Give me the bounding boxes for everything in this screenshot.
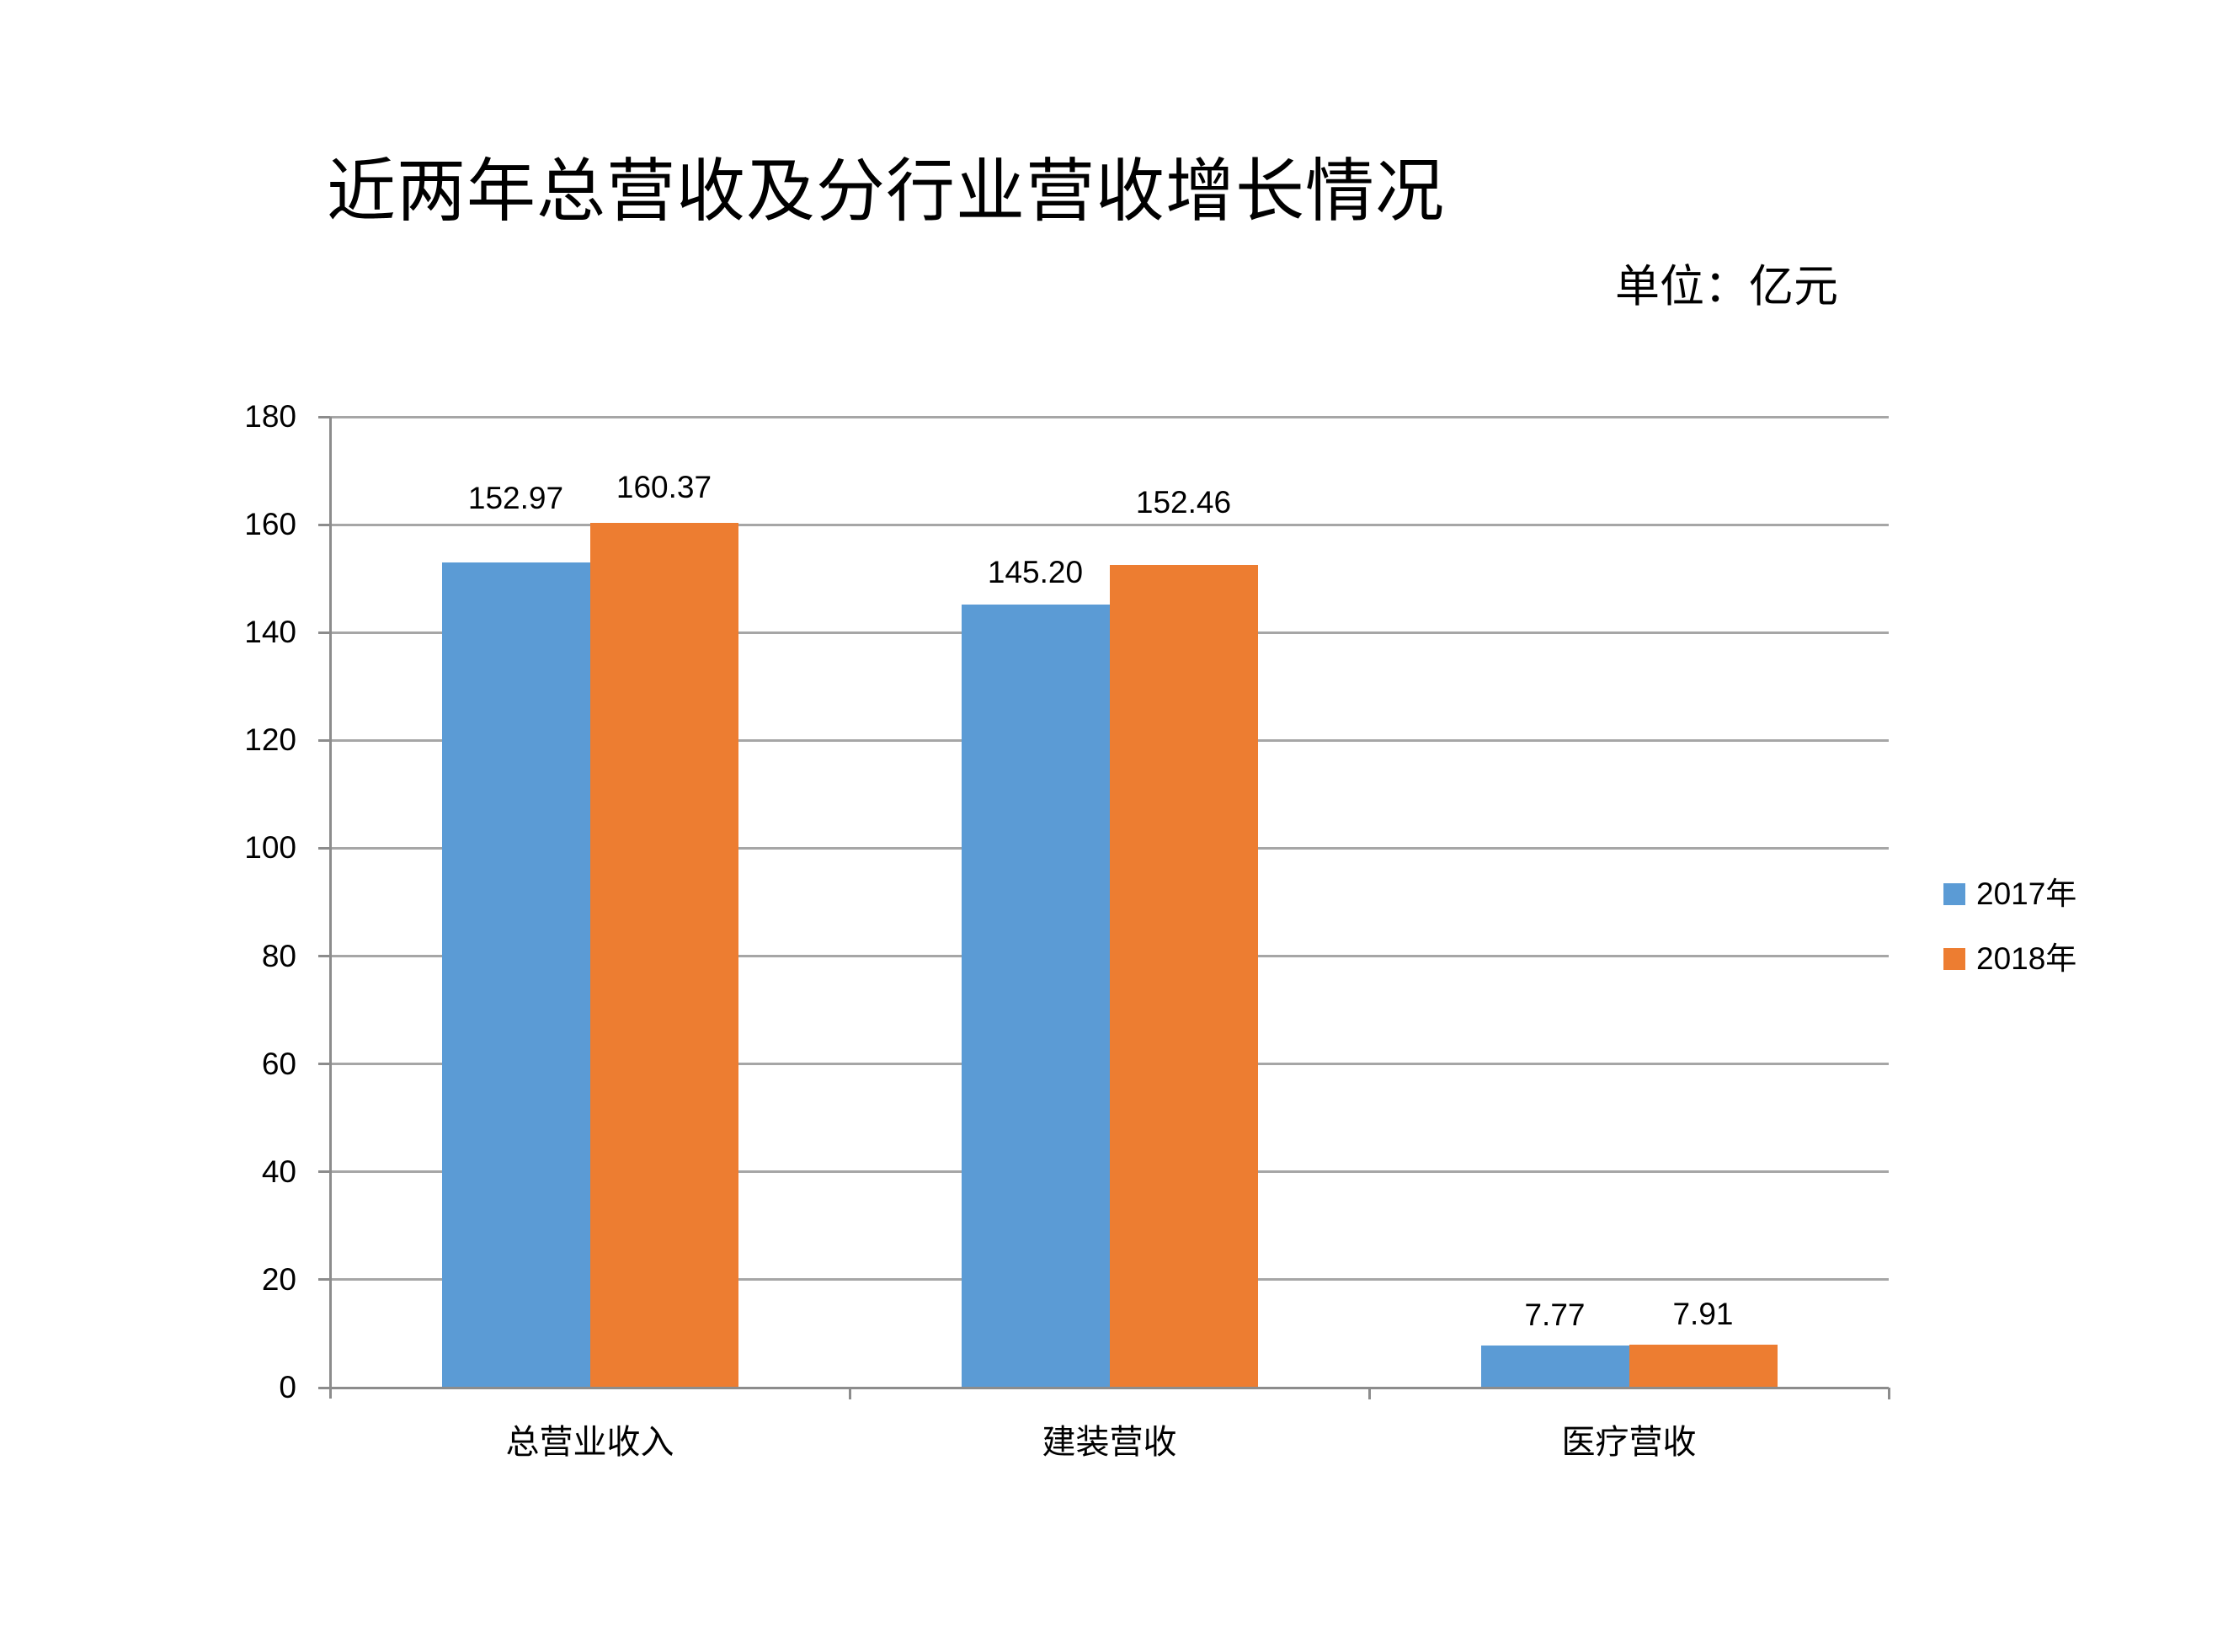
bar: [961, 604, 1110, 1388]
bar: [1109, 565, 1258, 1388]
legend-label: 2018年: [1976, 941, 2077, 976]
chart-title: 近两年总营收及分行业营收增长情况: [327, 153, 1446, 230]
y-axis-label: 60: [261, 1046, 296, 1081]
x-axis-tick: [1367, 1388, 1371, 1399]
y-axis-label: 180: [244, 399, 296, 434]
x-axis-tick: [848, 1388, 851, 1399]
y-axis-tick: [318, 1063, 330, 1066]
legend: 2017年 2018年: [1943, 878, 2076, 974]
y-axis-line: [329, 417, 332, 1399]
y-axis-label: 80: [261, 938, 296, 973]
y-axis-label: 120: [244, 722, 296, 758]
unit-label: 单位：亿元: [1615, 263, 1838, 312]
y-axis-tick: [318, 846, 330, 850]
bar-value-label: 152.97: [467, 481, 564, 516]
y-axis-label: 20: [261, 1261, 296, 1297]
y-axis-label: 100: [244, 830, 296, 866]
legend-label: 2017年: [1976, 877, 2077, 911]
legend-item: 2018年: [1943, 943, 2076, 974]
y-axis-tick: [318, 631, 330, 634]
bar: [1629, 1345, 1778, 1388]
gridline: [330, 523, 1889, 526]
x-category-label: 总营业收入: [505, 1423, 674, 1461]
y-axis-label: 0: [279, 1370, 296, 1404]
x-axis-line: [330, 1386, 1889, 1389]
bar: [589, 522, 738, 1388]
legend-swatch-icon: [1943, 947, 1965, 970]
legend-item: 2017年: [1943, 878, 2076, 909]
y-axis-label: 160: [244, 507, 296, 542]
gridline: [330, 415, 1889, 418]
bar-value-label: 7.77: [1524, 1298, 1586, 1333]
x-axis-tick: [1887, 1388, 1890, 1399]
y-axis-tick: [318, 1170, 330, 1174]
y-axis-label: 140: [244, 615, 296, 650]
bar: [441, 562, 590, 1388]
y-axis-tick: [318, 415, 330, 418]
bar-value-label: 7.91: [1672, 1297, 1734, 1332]
y-axis-tick: [318, 1386, 330, 1389]
bar-value-label: 145.20: [987, 554, 1084, 589]
plot-area: 0 20 40 60 80 100 120 140 160 180 152.97 145.20 7.77…: [244, 400, 1890, 1461]
bar: [1480, 1346, 1629, 1388]
y-axis-label: 40: [261, 1154, 296, 1189]
y-axis-tick: [318, 738, 330, 742]
bar-value-label: 152.46: [1135, 485, 1232, 520]
y-axis-tick: [318, 523, 330, 526]
bar-value-label: 160.37: [616, 469, 712, 504]
legend-swatch-icon: [1943, 882, 1965, 905]
x-category-label: 医疗营收: [1561, 1423, 1697, 1461]
x-category-label: 建装营收: [1042, 1423, 1177, 1461]
y-axis-tick: [318, 955, 330, 958]
y-axis-tick: [318, 1278, 330, 1282]
